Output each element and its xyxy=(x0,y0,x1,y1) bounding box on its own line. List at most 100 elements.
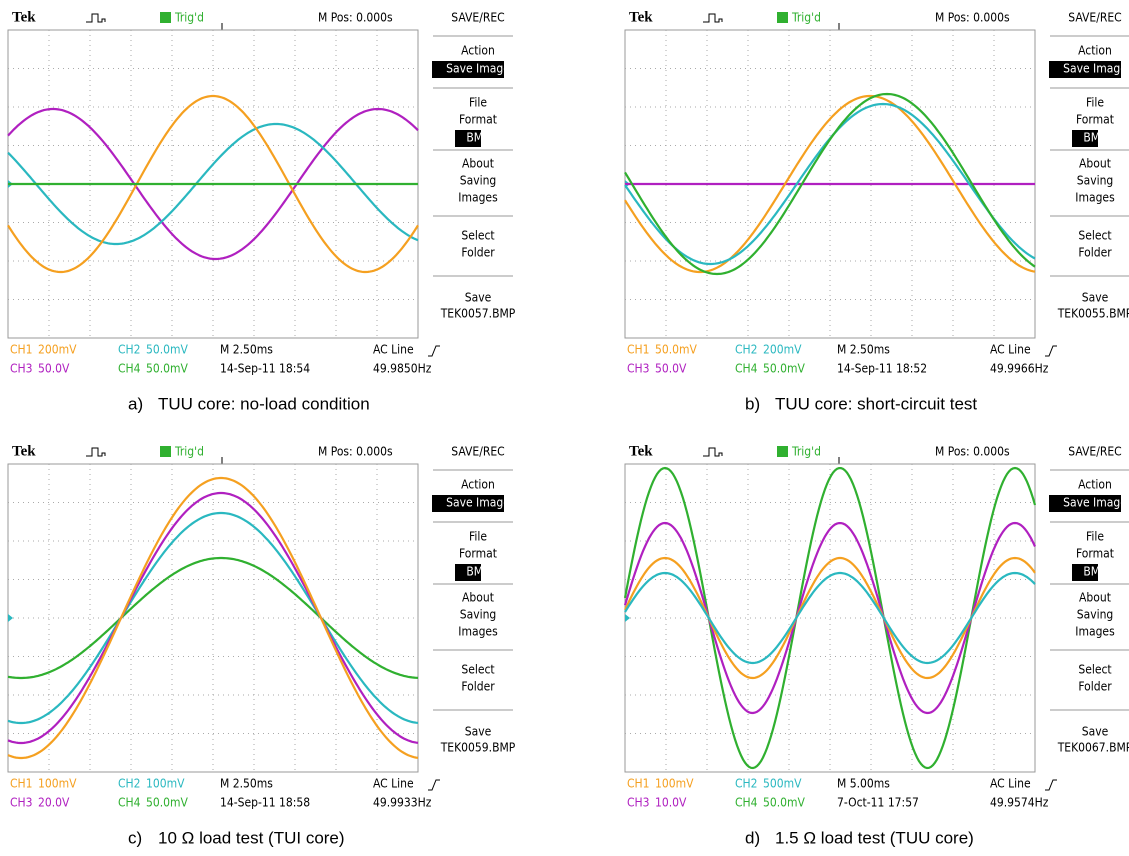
menu-item: Folder xyxy=(1078,246,1112,260)
pulse-icon xyxy=(86,14,105,22)
position: M Pos: 0.000s xyxy=(935,445,1010,459)
menu-item: Action xyxy=(461,44,495,58)
channel: CH3 xyxy=(627,796,650,810)
channel: CH4 xyxy=(118,796,141,810)
channel-scale: 500mV xyxy=(763,777,802,791)
channel-scale: 100mV xyxy=(146,777,185,791)
menu-title: SAVE/REC xyxy=(1068,445,1121,459)
menu-item: About xyxy=(462,591,494,605)
pulse-icon xyxy=(703,14,722,22)
channel: CH2 xyxy=(118,777,141,791)
frequency: 49.9850Hz xyxy=(373,362,432,376)
menu-item: Folder xyxy=(461,246,495,260)
brand: Tek xyxy=(12,9,36,25)
caption-label: c) xyxy=(128,828,142,847)
trigger-source: AC Line xyxy=(990,343,1031,357)
menu-item: File xyxy=(469,530,487,544)
menu-item: Select xyxy=(461,663,494,677)
trigger-source: AC Line xyxy=(373,343,414,357)
caption: TUU core: short-circuit test xyxy=(775,394,977,413)
menu-item: Save xyxy=(465,725,492,739)
edge-icon xyxy=(1045,346,1057,356)
pulse-icon xyxy=(703,448,722,456)
channel-scale: 20.0V xyxy=(38,796,70,810)
channel-scale: 200mV xyxy=(38,343,77,357)
menu-item: Action xyxy=(1078,478,1112,492)
pulse-icon xyxy=(86,448,105,456)
brand: Tek xyxy=(629,9,653,25)
edge-icon xyxy=(428,346,440,356)
menu-item: Format xyxy=(1076,547,1114,561)
figure: Tek Trig'd M Pos: 0.000s SAVE/REC Action Save… xyxy=(0,0,1129,856)
menu-item: Saving xyxy=(1077,608,1114,622)
date: 14-Sep-11 18:58 xyxy=(220,796,310,810)
caption: 10 Ω load test (TUI core) xyxy=(158,828,345,847)
caption-label: a) xyxy=(128,394,143,413)
channel: CH3 xyxy=(10,796,33,810)
brand: Tek xyxy=(629,443,653,459)
trig-icon xyxy=(160,446,171,457)
menu-item: About xyxy=(1079,591,1111,605)
position: M Pos: 0.000s xyxy=(935,11,1010,25)
menu-item: Select xyxy=(461,229,494,243)
menu-item: File xyxy=(1086,530,1104,544)
menu-value: Save Image xyxy=(1063,62,1127,76)
timebase: M 5.00ms xyxy=(837,777,890,791)
channel-scale: 50.0mV xyxy=(763,362,806,376)
trig-icon xyxy=(777,446,788,457)
menu-item: Images xyxy=(1075,625,1115,639)
menu-item: About xyxy=(1079,157,1111,171)
menu-item: Folder xyxy=(1078,680,1112,694)
date: 14-Sep-11 18:54 xyxy=(220,362,310,376)
channel: CH3 xyxy=(10,362,33,376)
trigger-state: Trig'd xyxy=(791,445,821,459)
caption-label: d) xyxy=(745,828,760,847)
menu-value: BMP xyxy=(466,131,490,145)
channel-scale: 100mV xyxy=(38,777,77,791)
menu-item: File xyxy=(1086,96,1104,110)
menu-item: Save xyxy=(465,291,492,305)
menu-item: Save xyxy=(1082,291,1109,305)
trigger-state: Trig'd xyxy=(174,445,204,459)
menu-value: TEK0057.BMP xyxy=(440,307,516,321)
channel-scale: 50.0mV xyxy=(146,362,189,376)
menu-item: Folder xyxy=(461,680,495,694)
brand: Tek xyxy=(12,443,36,459)
channel: CH1 xyxy=(10,343,33,357)
channel-scale: 50.0mV xyxy=(655,343,698,357)
trigger-state: Trig'd xyxy=(174,11,204,25)
menu-item: About xyxy=(462,157,494,171)
frequency: 49.9574Hz xyxy=(990,796,1049,810)
channel-scale: 50.0mV xyxy=(146,796,189,810)
timebase: M 2.50ms xyxy=(837,343,890,357)
channel-scale: 200mV xyxy=(763,343,802,357)
channel: CH3 xyxy=(627,362,650,376)
menu-item: Action xyxy=(461,478,495,492)
frequency: 49.9966Hz xyxy=(990,362,1049,376)
menu-value: Save Image xyxy=(446,62,510,76)
caption: 1.5 Ω load test (TUU core) xyxy=(775,828,974,847)
channel: CH4 xyxy=(735,362,758,376)
channel-scale: 50.0V xyxy=(655,362,687,376)
menu-value: BMP xyxy=(1083,131,1107,145)
caption: TUU core: no-load condition xyxy=(158,394,370,413)
channel-scale: 10.0V xyxy=(655,796,687,810)
channel-scale: 100mV xyxy=(655,777,694,791)
position: M Pos: 0.000s xyxy=(318,11,393,25)
menu-value: Save Image xyxy=(446,496,510,510)
trigger-state: Trig'd xyxy=(791,11,821,25)
channel: CH1 xyxy=(10,777,33,791)
menu-title: SAVE/REC xyxy=(451,445,504,459)
menu-item: Saving xyxy=(460,174,497,188)
menu-value: TEK0055.BMP xyxy=(1057,307,1129,321)
channel: CH2 xyxy=(118,343,141,357)
menu-title: SAVE/REC xyxy=(451,11,504,25)
channel: CH4 xyxy=(735,796,758,810)
frequency: 49.9933Hz xyxy=(373,796,432,810)
channel: CH4 xyxy=(118,362,141,376)
menu-item: Saving xyxy=(460,608,497,622)
date: 7-Oct-11 17:57 xyxy=(837,796,919,810)
trigger-source: AC Line xyxy=(373,777,414,791)
menu-item: Images xyxy=(458,625,498,639)
